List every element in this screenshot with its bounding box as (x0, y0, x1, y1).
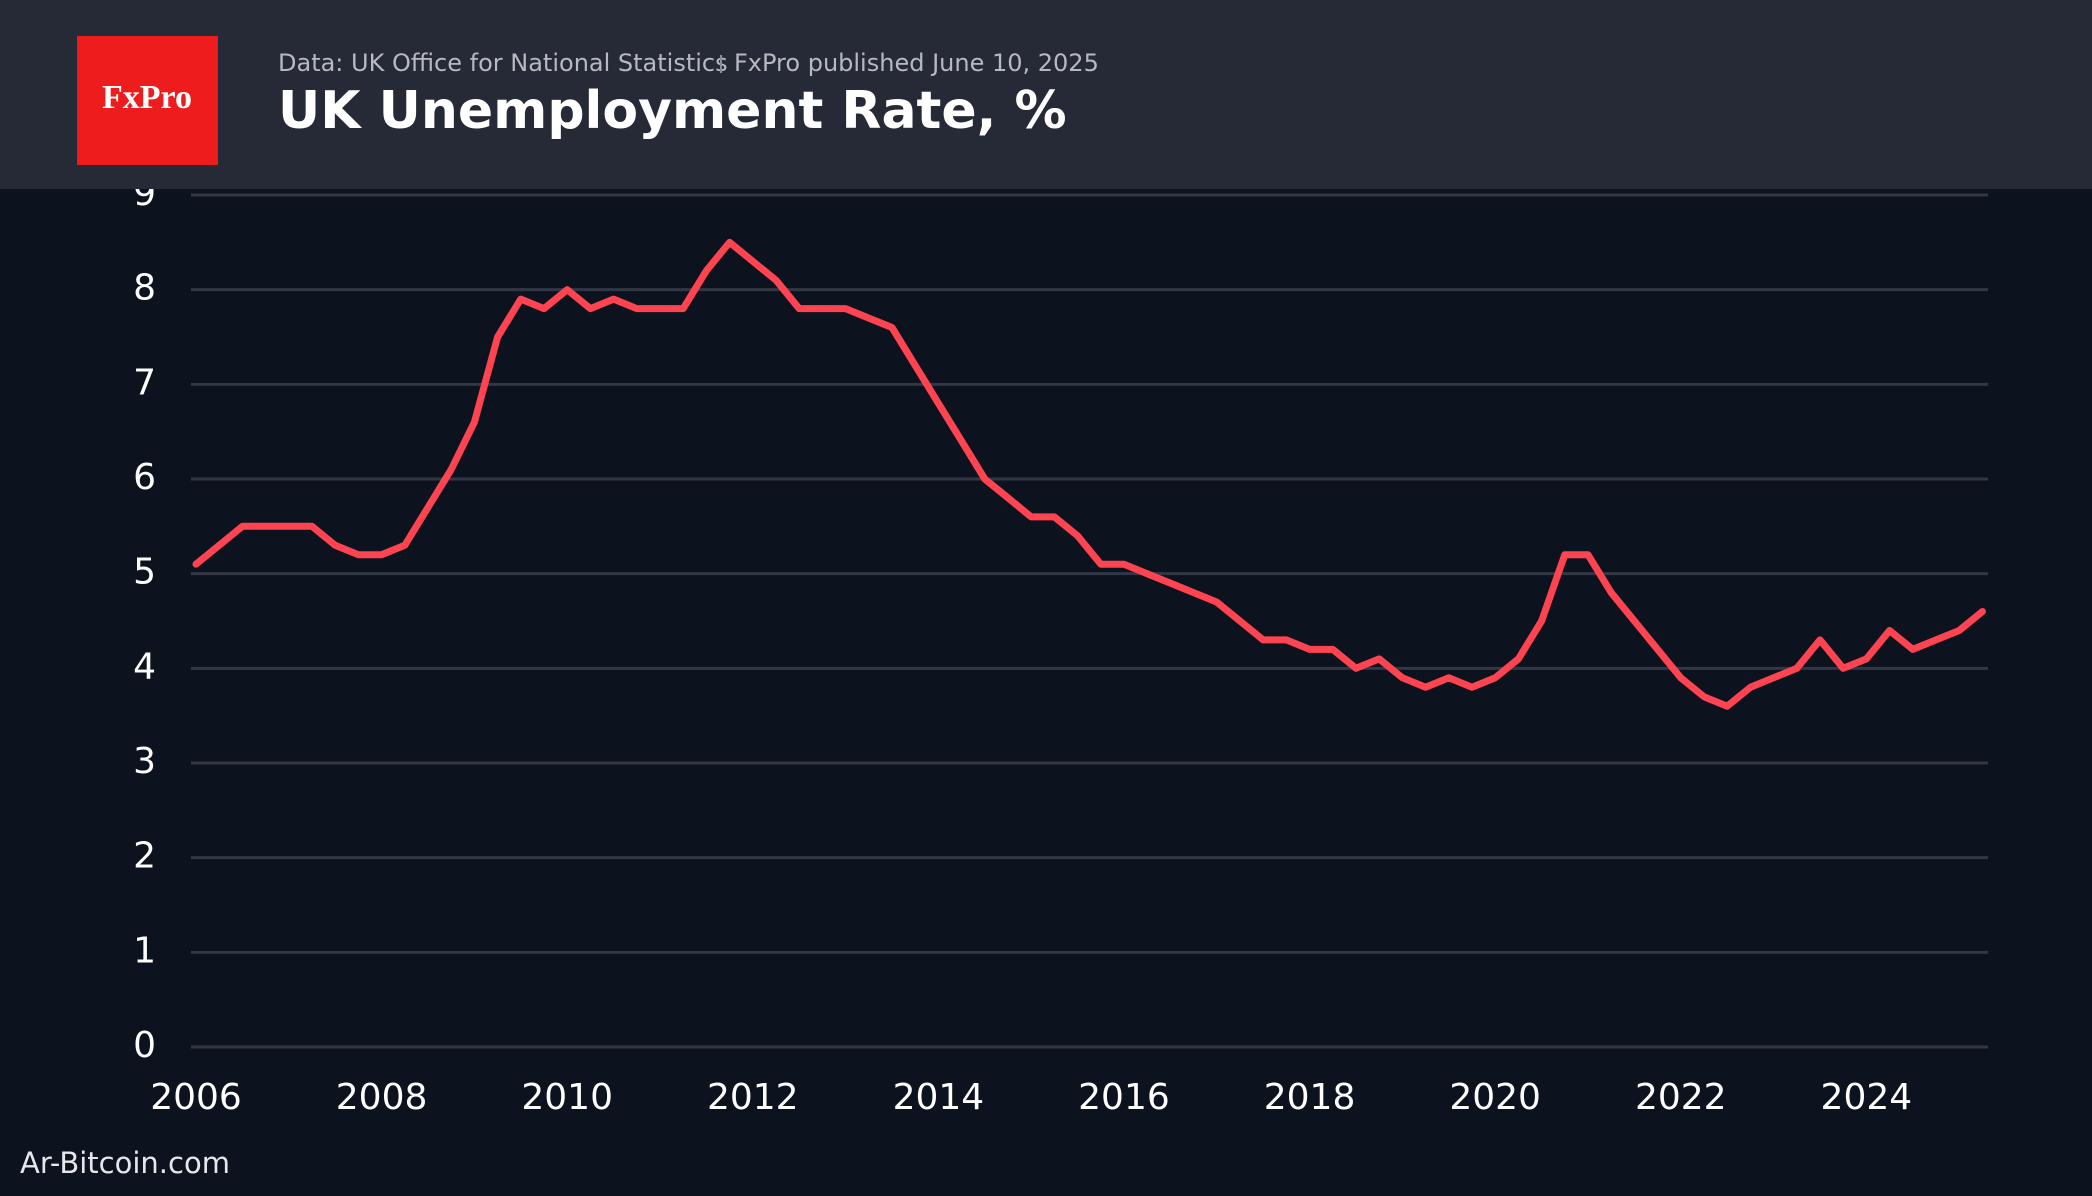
y-tick-label: 8 (133, 268, 156, 309)
chart-title: UK Unemployment Rate, % (278, 81, 1067, 141)
y-tick-label: 3 (133, 741, 156, 782)
y-tick-label: 1 (133, 930, 156, 971)
x-tick-label: 2014 (893, 1077, 985, 1118)
x-tick-label: 2016 (1078, 1077, 1170, 1118)
line-series (192, 238, 1986, 710)
y-tick-label: 4 (133, 646, 156, 687)
y-tick-label: 5 (133, 552, 156, 593)
x-tick-label: 2006 (150, 1077, 242, 1118)
x-tick-label: 2010 (521, 1077, 613, 1118)
x-tick-label: 2008 (336, 1077, 428, 1118)
logo: FxPro (102, 79, 192, 116)
y-tick-label: 7 (133, 362, 156, 403)
footer: Ar-Bitcoin.com (20, 1146, 230, 1180)
published: FxPro published June 10, 2025 (734, 49, 1099, 77)
header (0, 0, 2092, 189)
y-tick-label: 2 (133, 836, 156, 877)
x-tick-label: 2022 (1635, 1077, 1727, 1118)
logo-box (77, 36, 218, 165)
x-tick-label: 2018 (1264, 1077, 1356, 1118)
x-tick-label: 2020 (1449, 1077, 1541, 1118)
x-tick-label: 2012 (707, 1077, 799, 1118)
y-tick-label: 6 (133, 457, 156, 498)
x-tick-label: 2024 (1821, 1077, 1913, 1118)
y-tick-label: 0 (133, 1025, 156, 1066)
source: Data: UK Office for National Statistics (278, 49, 728, 77)
